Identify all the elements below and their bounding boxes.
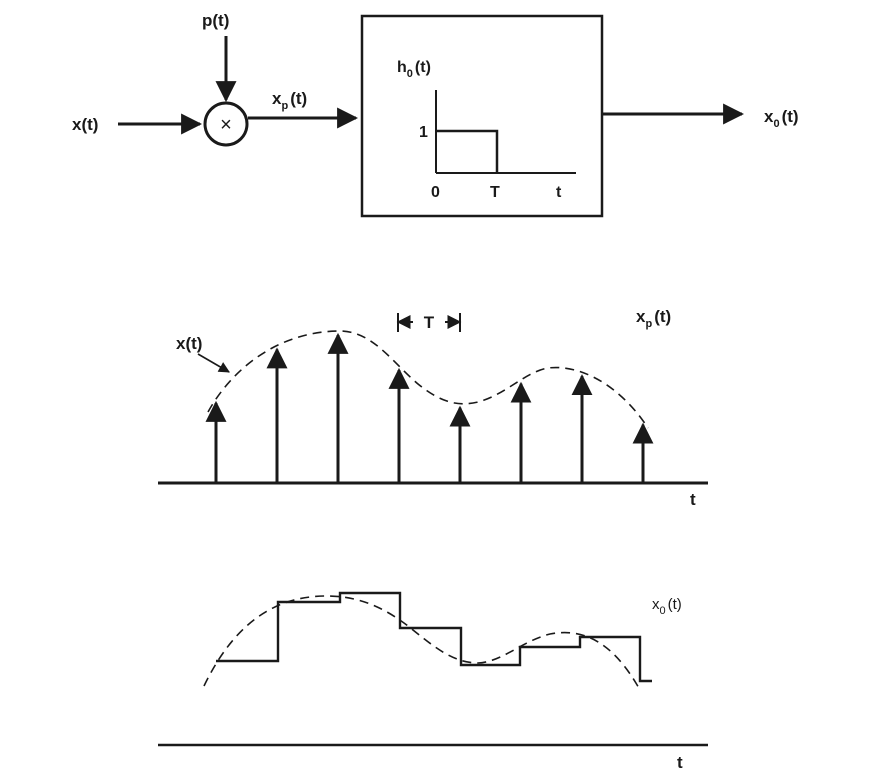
output-label: x0 (t) <box>764 107 799 130</box>
h0-pulse <box>436 129 499 173</box>
input-label: x(t) <box>72 115 98 134</box>
impulse-response-label: h0 (t) <box>397 59 431 80</box>
held-signal-plot: x0 (t) t <box>158 591 708 772</box>
impulse-response-plot: h0 (t) 1 0 T t <box>397 59 576 201</box>
carrier-label: p(t) <box>202 11 229 30</box>
multiplier-symbol: × <box>220 114 232 136</box>
h0-x-tick-T: T <box>490 184 500 201</box>
sample-spacing-label: T <box>424 313 435 332</box>
hold-filter-block <box>360 14 604 218</box>
zero-order-hold-staircase <box>216 591 652 683</box>
signal-label-pointer <box>197 353 230 373</box>
sample-spacing-marker: T <box>396 313 462 332</box>
continuous-signal-curve-2 <box>203 595 641 691</box>
sampled-plot-axis-label: t <box>690 490 696 509</box>
block-diagram: x(t) p(t) × xp (t) h0 (t) 1 0 T t x0 (t) <box>72 11 799 218</box>
held-plot-axis-label: t <box>677 753 683 772</box>
h0-x-tick-t: t <box>556 184 562 201</box>
impulse-train <box>205 332 654 483</box>
h0-y-tick: 1 <box>419 124 428 141</box>
sampled-series-label: xp (t) <box>636 307 671 330</box>
signal-label: x(t) <box>176 334 202 353</box>
held-series-label: x0 (t) <box>652 596 682 617</box>
continuous-signal-curve <box>207 330 649 429</box>
sampled-signal-plot: x(t) t T xp (t) <box>158 307 708 509</box>
sampled-signal-label: xp (t) <box>272 89 307 112</box>
multiplier-node <box>203 101 249 147</box>
h0-x-tick-0: 0 <box>431 184 440 201</box>
